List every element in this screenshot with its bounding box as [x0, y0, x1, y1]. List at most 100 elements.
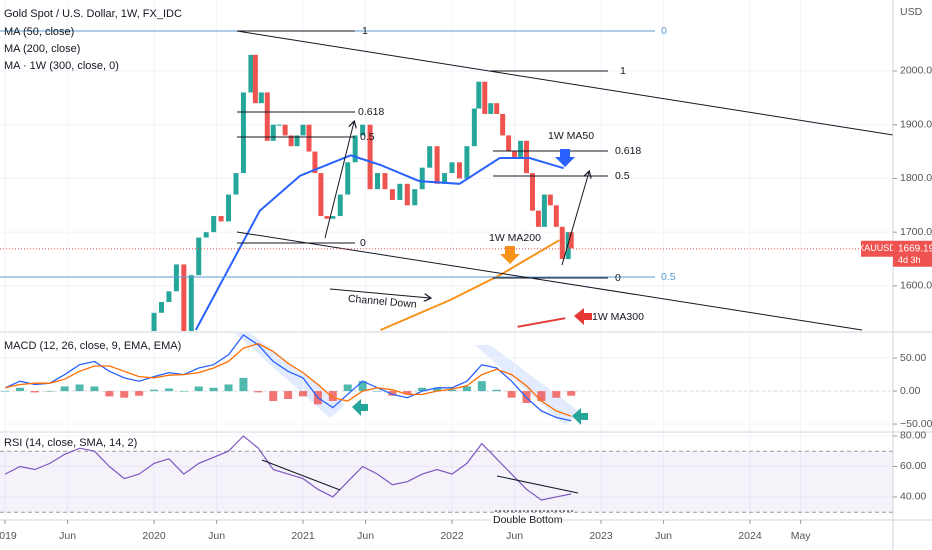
candle [270, 124, 276, 141]
histogram-bar [209, 387, 218, 392]
drawings [0, 30, 894, 512]
candle [427, 146, 433, 168]
histogram-bar [90, 386, 99, 392]
y-tick-label: −50.00 [900, 418, 932, 430]
candle [476, 81, 482, 109]
annotation: 0.618 [615, 145, 641, 157]
y-tick-label: 60.00 [900, 460, 926, 472]
candle [345, 162, 351, 195]
candle [518, 140, 524, 157]
candle [196, 237, 202, 276]
candle [449, 162, 455, 174]
candle [471, 108, 477, 147]
arrow [329, 288, 430, 298]
histogram-bar [492, 389, 501, 392]
legend-entry: MA (50, close) [4, 26, 74, 38]
candle [282, 124, 288, 136]
highlight [475, 345, 580, 425]
candle [258, 92, 264, 104]
histogram-bar [358, 381, 367, 392]
candle [541, 194, 547, 227]
x-tick-label: 2023 [589, 530, 613, 542]
rsi-line [4, 435, 572, 501]
y-tick-label: 1700.00 [900, 226, 932, 238]
histogram-bar [30, 391, 39, 393]
candle [248, 54, 254, 93]
histogram-bar [418, 387, 427, 392]
y-tick-label: 0.00 [900, 385, 921, 397]
x-tick-label: Jun [59, 530, 76, 542]
pane-title: RSI (14, close, SMA, 14, 2) [4, 437, 137, 449]
macd-line [4, 342, 572, 417]
annotation: 0 [615, 272, 621, 284]
candle [456, 162, 462, 179]
histogram-bar [60, 386, 69, 392]
histogram-bar [552, 391, 561, 398]
histogram-bar [120, 391, 129, 398]
candle [553, 205, 559, 227]
x-tick-label: Jun [506, 530, 523, 542]
annotation: Channel Down [347, 293, 417, 311]
candle [568, 232, 574, 249]
chart-title: Gold Spot / U.S. Dollar, 1W, FX_IDC [4, 8, 182, 20]
annotation: 1W MA300 [592, 311, 644, 323]
histogram-bar [462, 386, 471, 392]
histogram-bar [477, 381, 486, 392]
annotation: 0.618 [358, 106, 384, 118]
annotation: 1W MA50 [548, 130, 594, 142]
candle [565, 232, 571, 260]
histogram-bar [284, 391, 293, 399]
trend-line [496, 475, 579, 494]
annotation: 0.5 [661, 271, 676, 283]
candle [306, 124, 312, 152]
annotation: 1W MA200 [489, 232, 541, 244]
arrow [561, 172, 589, 266]
y-tick-label: 80.00 [900, 430, 926, 442]
pane-title: MACD (12, 26, close, 9, EMA, EMA) [4, 340, 181, 352]
candle [512, 151, 518, 157]
rsi-band [0, 451, 893, 513]
candle [233, 173, 239, 195]
x-tick-label: May [791, 530, 812, 542]
histogram-bar [299, 391, 308, 397]
histogram-bar [328, 391, 337, 401]
x-tick-label: 2022 [440, 530, 464, 542]
candle [529, 173, 535, 211]
histogram-bar [343, 384, 352, 392]
candle [559, 226, 565, 260]
candle [294, 135, 300, 147]
candle [488, 103, 494, 114]
candle [151, 312, 157, 331]
candle [276, 124, 282, 126]
candle [312, 151, 318, 174]
candle [318, 173, 324, 217]
candle [166, 291, 172, 303]
candle [382, 173, 388, 190]
trend-line [261, 459, 341, 491]
candle [337, 194, 343, 217]
histogram-bar [15, 387, 24, 392]
candle [375, 173, 381, 190]
histogram-bar [254, 391, 263, 393]
annotation: 1 [362, 25, 368, 37]
y-tick-label: 1800.00 [900, 172, 932, 184]
y-tick-label: 40.00 [900, 491, 926, 503]
ma-line [194, 154, 564, 331]
price-pane [0, 0, 893, 331]
candle [300, 124, 306, 136]
channel-line [236, 30, 894, 136]
y-tick-label: 50.00 [900, 352, 926, 364]
y-tick-label: 1900.00 [900, 118, 932, 130]
histogram-bar [388, 391, 397, 396]
histogram-bar [45, 391, 54, 392]
candle [181, 264, 187, 331]
label-bg [491, 513, 561, 527]
histogram-bar [373, 391, 382, 392]
candle [506, 135, 512, 152]
histogram-bar [567, 391, 576, 396]
histogram-bar [1, 391, 10, 392]
histogram-bar [194, 386, 203, 392]
unit-label: USD [900, 6, 923, 18]
histogram-bar [403, 391, 412, 395]
